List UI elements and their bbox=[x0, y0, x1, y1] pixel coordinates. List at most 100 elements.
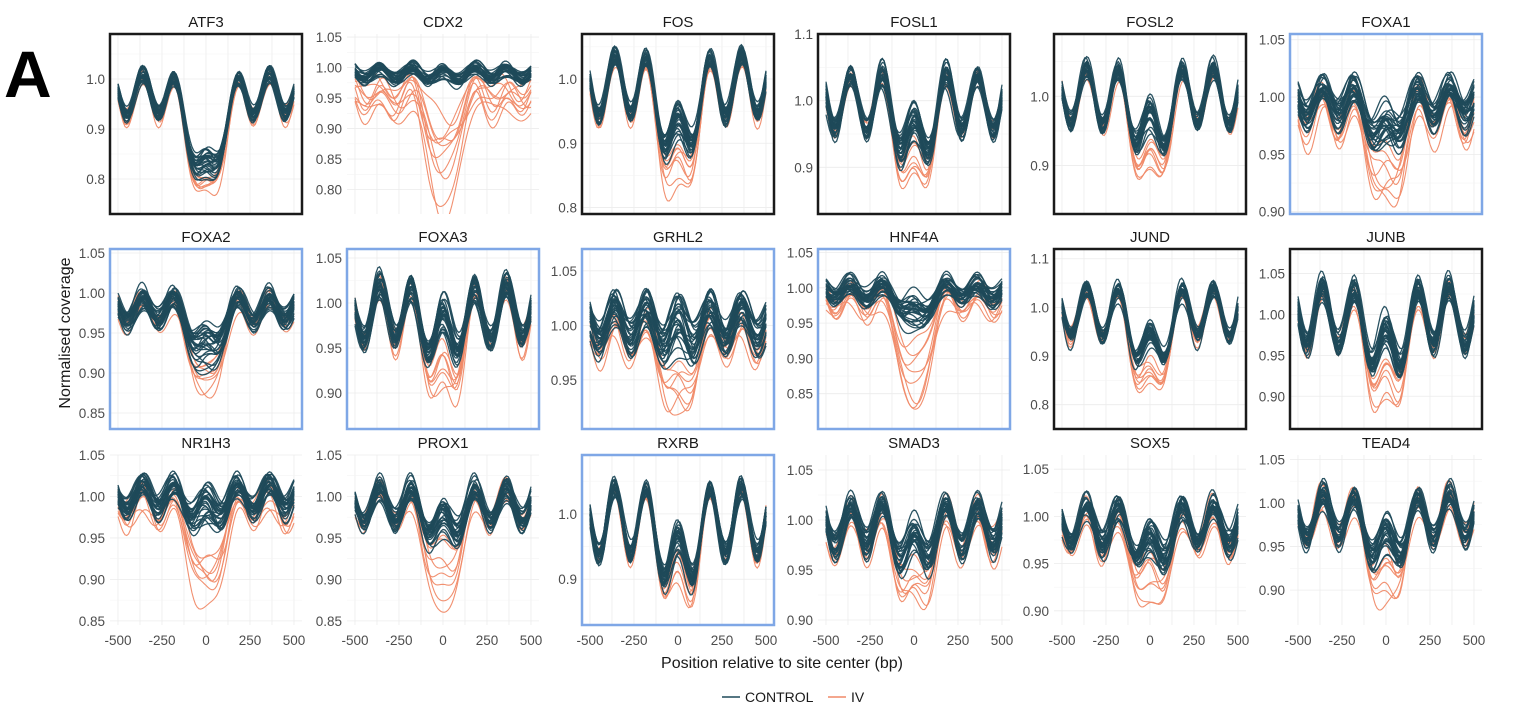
y-tick-label: 0.8 bbox=[558, 201, 577, 216]
panel-jund: JUND 0.8 0.9 1.0 1.1 bbox=[1030, 229, 1248, 431]
y-tick-label: 1.1 bbox=[794, 27, 813, 42]
series-lines bbox=[589, 43, 767, 202]
y-tick-label: 0.90 bbox=[316, 572, 342, 587]
panel-prox1: PROX1 0.85 0.90 0.95 1.00 1.05 -500 -250 0 250 500 bbox=[316, 435, 543, 648]
control-line bbox=[354, 69, 532, 86]
control-line bbox=[589, 288, 767, 354]
control-line bbox=[117, 281, 295, 344]
control-line bbox=[825, 283, 1003, 335]
panel-grhl2: GRHL2 0.95 1.00 1.05 bbox=[551, 229, 776, 431]
series-lines bbox=[117, 470, 295, 610]
panel-fos: FOS 0.8 0.9 1.0 bbox=[558, 14, 776, 216]
panel-frame bbox=[1288, 32, 1484, 216]
series-lines bbox=[1061, 277, 1239, 394]
panel-title: TEAD4 bbox=[1362, 435, 1410, 452]
panel-foxa2: FOXA2 0.85 0.90 0.95 1.00 1.05 bbox=[79, 229, 304, 431]
control-line bbox=[117, 298, 295, 369]
control-line bbox=[1061, 62, 1239, 147]
panel-cdx2: CDX2 0.80 0.85 0.90 0.95 1.00 1.05 bbox=[316, 14, 539, 214]
iv-line bbox=[825, 287, 1003, 384]
panel-hnf4a: HNF4A 0.85 0.90 0.95 1.00 1.05 bbox=[787, 229, 1012, 431]
control-line bbox=[825, 68, 1003, 157]
x-tick-label: 500 bbox=[520, 633, 543, 648]
panel-title: FOXA1 bbox=[1361, 14, 1410, 31]
x-tick-label: 250 bbox=[947, 633, 970, 648]
x-tick-label: -250 bbox=[148, 633, 175, 648]
y-tick-label: 0.95 bbox=[79, 531, 105, 546]
y-tick-label: 0.95 bbox=[1259, 147, 1285, 162]
y-tick-label: 1.05 bbox=[1259, 33, 1285, 48]
x-axis-title: Position relative to site center (bp) bbox=[661, 655, 903, 672]
control-line bbox=[589, 314, 767, 363]
control-line bbox=[117, 77, 295, 182]
panel-frame bbox=[108, 247, 304, 431]
y-tick-label: 0.90 bbox=[1259, 205, 1285, 220]
control-line bbox=[825, 505, 1003, 572]
panel-title: HNF4A bbox=[889, 229, 938, 246]
control-line bbox=[825, 276, 1003, 323]
gridlines bbox=[582, 34, 774, 214]
panel-frame bbox=[816, 32, 1012, 216]
y-tick-label: 1.0 bbox=[1030, 300, 1049, 315]
control-line bbox=[117, 287, 295, 346]
series-lines bbox=[589, 474, 767, 609]
iv-line bbox=[354, 84, 532, 147]
x-tick-label: 0 bbox=[674, 633, 682, 648]
y-tick-label: 0.8 bbox=[86, 172, 105, 187]
iv-line bbox=[589, 327, 767, 405]
y-tick-label: 1.05 bbox=[787, 463, 813, 478]
control-line bbox=[589, 298, 767, 359]
control-line bbox=[1297, 486, 1475, 564]
panel-title: FOXA3 bbox=[418, 229, 467, 246]
y-tick-label: 1.1 bbox=[1030, 252, 1049, 267]
control-line bbox=[1297, 274, 1475, 365]
series-lines bbox=[354, 472, 532, 613]
y-tick-label: 0.9 bbox=[794, 160, 813, 175]
y-tick-label: 1.05 bbox=[1023, 462, 1049, 477]
y-tick-label: 0.80 bbox=[316, 183, 342, 198]
panel-title: FOS bbox=[663, 14, 694, 31]
x-tick-label: 0 bbox=[439, 633, 447, 648]
control-line bbox=[354, 472, 532, 537]
control-line bbox=[1061, 284, 1239, 365]
control-line bbox=[117, 486, 295, 534]
series-lines bbox=[825, 489, 1003, 611]
control-line bbox=[354, 66, 532, 90]
panel-tead4: TEAD4 0.90 0.95 1.00 1.05 -500 -250 0 250 500 bbox=[1259, 435, 1486, 648]
series-lines bbox=[354, 59, 532, 214]
series-lines bbox=[117, 64, 295, 197]
iv-line bbox=[117, 496, 295, 575]
y-tick-label: 1.00 bbox=[1259, 496, 1285, 511]
panel-frame bbox=[816, 247, 1012, 431]
series-lines bbox=[825, 57, 1003, 190]
panel-grid: ATF30.80.91.0CDX20.800.850.900.951.001.0… bbox=[79, 14, 1486, 648]
series-lines bbox=[1297, 477, 1475, 611]
x-tick-label: 500 bbox=[755, 633, 778, 648]
panel-frame bbox=[580, 247, 776, 431]
y-tick-label: 0.90 bbox=[79, 366, 105, 381]
y-tick-label: 1.00 bbox=[1023, 509, 1049, 524]
x-tick-label: -500 bbox=[104, 633, 131, 648]
y-tick-label: 0.95 bbox=[316, 531, 342, 546]
y-tick-label: 1.00 bbox=[79, 286, 105, 301]
y-tick-label: 0.90 bbox=[1023, 604, 1049, 619]
panel-frame bbox=[1052, 32, 1248, 216]
y-tick-label: 0.90 bbox=[316, 122, 342, 137]
control-line bbox=[1297, 500, 1475, 574]
x-tick-label: -250 bbox=[1092, 633, 1119, 648]
panel-title: CDX2 bbox=[423, 14, 463, 31]
control-line bbox=[117, 474, 295, 528]
x-tick-label: 0 bbox=[910, 633, 918, 648]
panel-frame bbox=[345, 247, 541, 431]
panel-frame bbox=[1288, 247, 1484, 431]
series-lines bbox=[825, 270, 1003, 410]
series-lines bbox=[117, 281, 295, 399]
panel-title: SMAD3 bbox=[888, 435, 940, 452]
control-line bbox=[1297, 77, 1475, 151]
x-tick-label: 500 bbox=[1227, 633, 1250, 648]
control-line bbox=[825, 79, 1003, 165]
panel-title: NR1H3 bbox=[181, 435, 230, 452]
x-tick-label: 500 bbox=[283, 633, 306, 648]
x-tick-label: 500 bbox=[991, 633, 1014, 648]
